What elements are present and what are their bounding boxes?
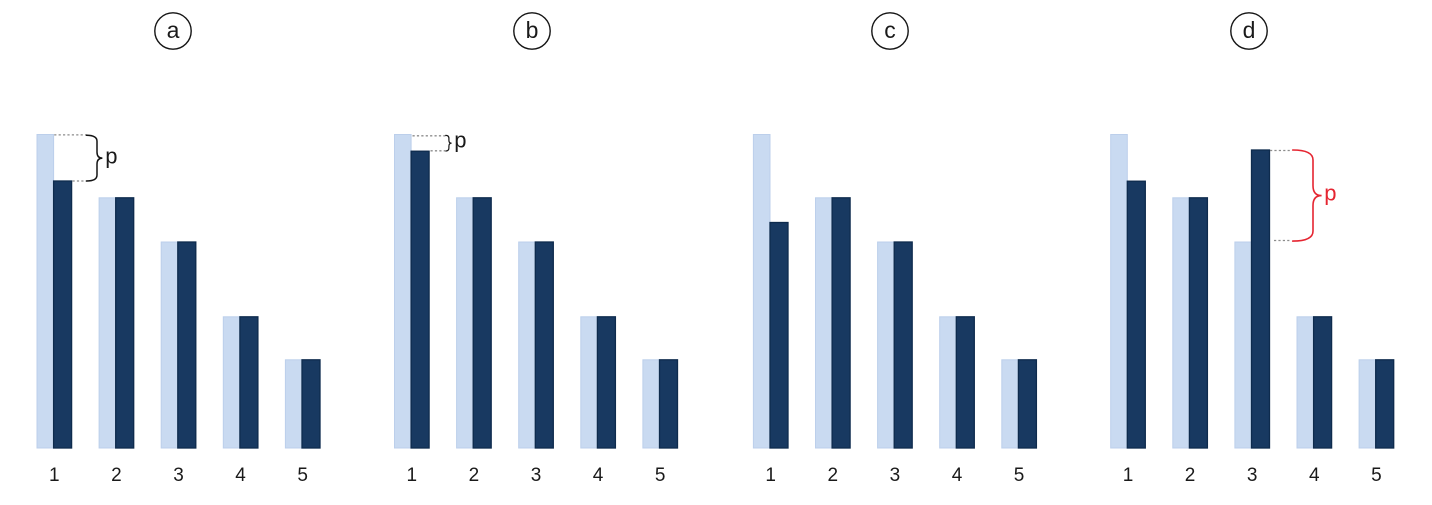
svg-text:c: c bbox=[884, 17, 896, 43]
svg-text:4: 4 bbox=[952, 465, 963, 486]
svg-text:p: p bbox=[454, 128, 466, 153]
svg-text:1: 1 bbox=[765, 465, 776, 486]
svg-text:4: 4 bbox=[1309, 465, 1320, 486]
svg-text:2: 2 bbox=[111, 465, 122, 486]
svg-text:d: d bbox=[1243, 17, 1256, 43]
svg-text:4: 4 bbox=[235, 465, 246, 486]
svg-text:1: 1 bbox=[407, 465, 418, 486]
svg-text:a: a bbox=[167, 17, 180, 43]
svg-text:1: 1 bbox=[49, 465, 60, 486]
svg-text:p: p bbox=[105, 143, 117, 168]
svg-text:3: 3 bbox=[531, 465, 542, 486]
svg-text:2: 2 bbox=[828, 465, 839, 486]
svg-text:p: p bbox=[1324, 181, 1336, 206]
svg-text:4: 4 bbox=[593, 465, 604, 486]
svg-text:1: 1 bbox=[1123, 465, 1134, 486]
svg-text:3: 3 bbox=[1247, 465, 1258, 486]
svg-text:5: 5 bbox=[297, 465, 308, 486]
svg-text:5: 5 bbox=[1371, 465, 1382, 486]
svg-text:2: 2 bbox=[1185, 465, 1196, 486]
svg-text:3: 3 bbox=[890, 465, 901, 486]
svg-text:5: 5 bbox=[655, 465, 666, 486]
svg-text:3: 3 bbox=[173, 465, 184, 486]
svg-text:b: b bbox=[526, 17, 539, 43]
svg-text:5: 5 bbox=[1014, 465, 1025, 486]
svg-text:2: 2 bbox=[469, 465, 480, 486]
